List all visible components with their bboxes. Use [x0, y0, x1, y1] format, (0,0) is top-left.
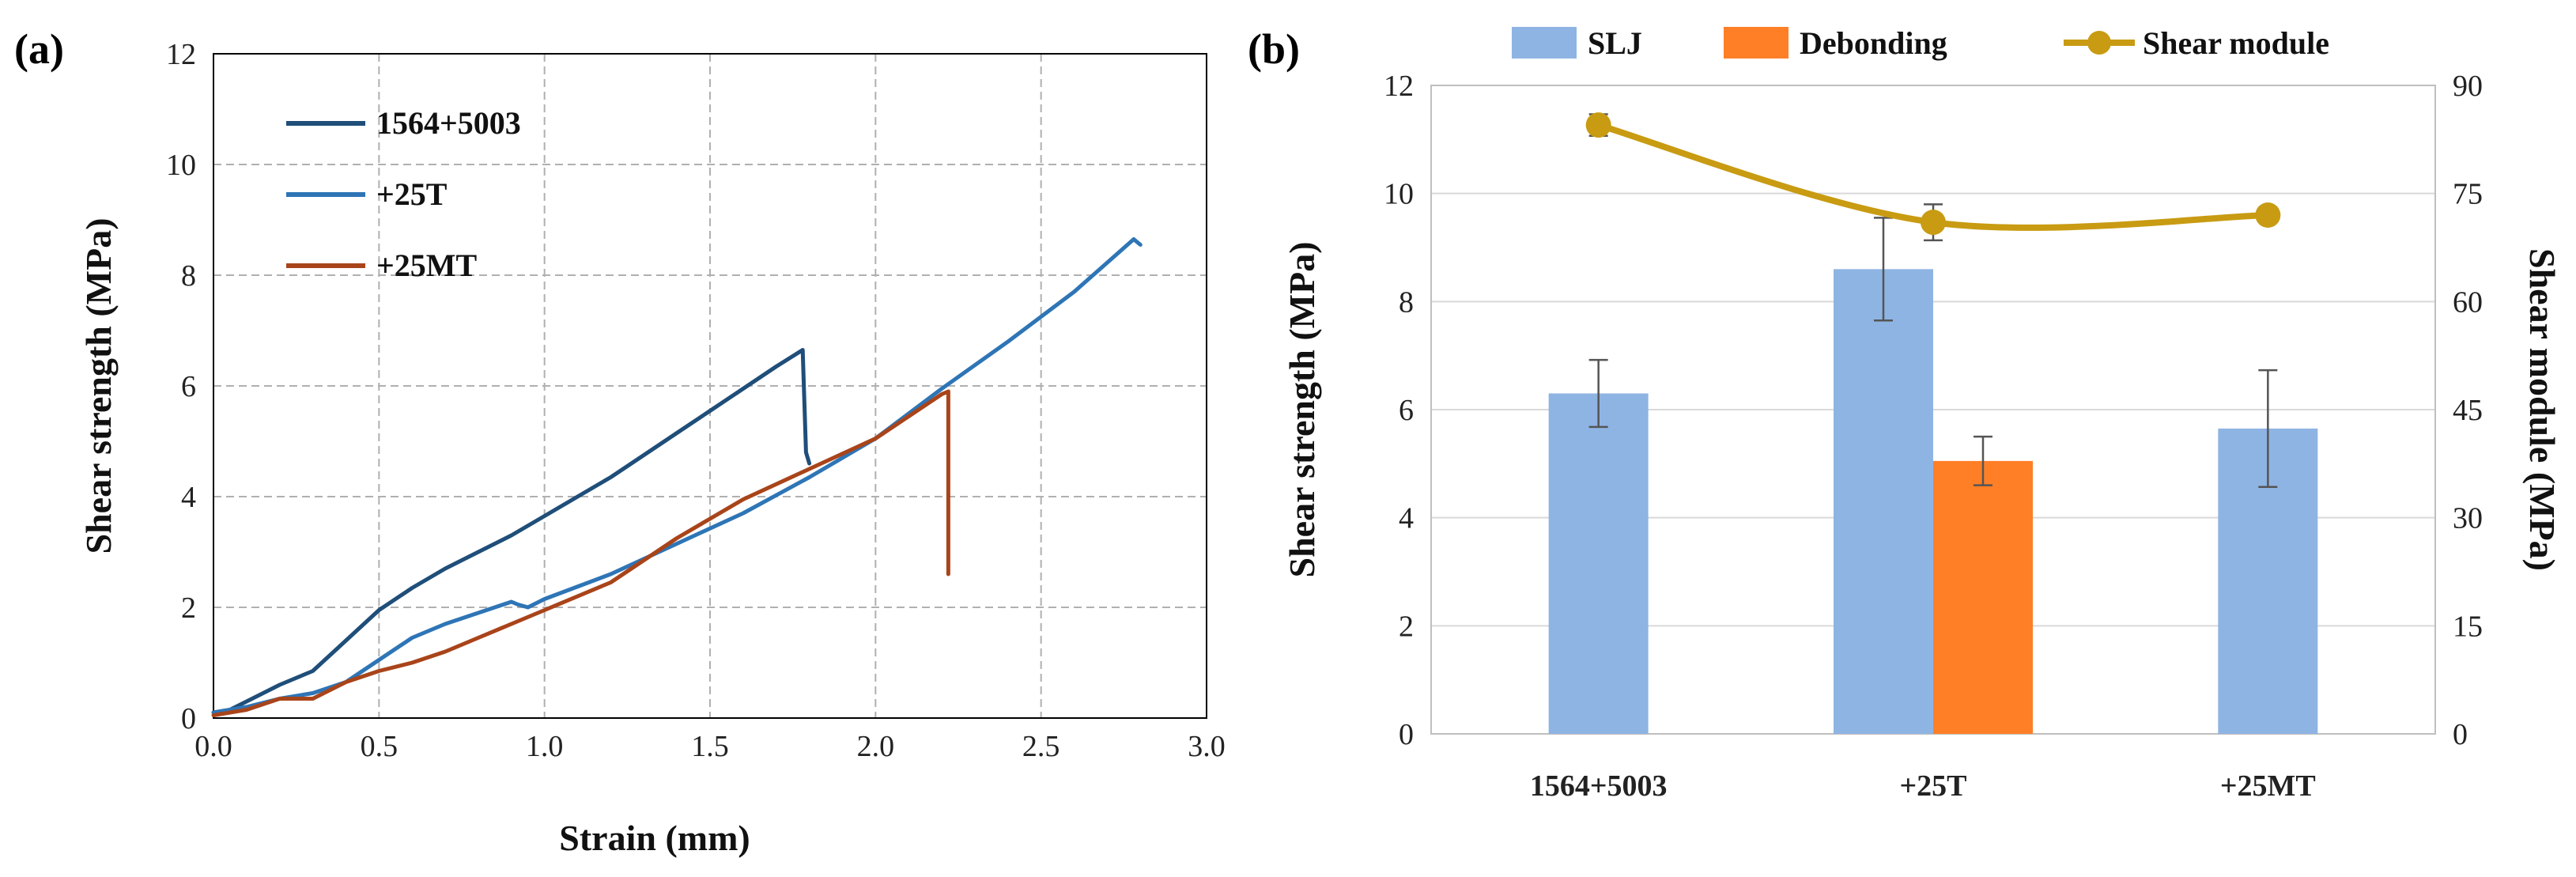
panel-b-left-y-axis-label: Shear strength (MPa) [1282, 241, 1322, 577]
b-shear-module-point-2 [2255, 202, 2281, 228]
a-y-tick-label: 4 [181, 481, 196, 514]
panel-b-right-y-ticks: 0 15 30 45 60 75 90 [2453, 70, 2483, 751]
b-right-y-tick-label: 60 [2453, 285, 2483, 319]
panel-a-y-ticks: 0 2 4 6 8 10 12 [166, 38, 196, 735]
panel-a-legend: 1564+5003 +25T +25MT [286, 105, 521, 283]
panel-b-right-y-axis-label: Shear module (MPa) [2522, 248, 2563, 571]
b-bar-slj-0 [1548, 393, 1649, 734]
b-left-y-tick-label: 8 [1399, 285, 1414, 319]
b-shear-module-point-0 [1585, 112, 1611, 138]
b-left-y-tick-label: 12 [1384, 70, 1414, 103]
a-y-tick-label: 12 [166, 38, 196, 71]
b-right-y-tick-label: 30 [2453, 502, 2483, 535]
b-bar-slj-1 [1834, 269, 1933, 734]
b-right-y-tick-label: 45 [2453, 394, 2483, 427]
a-series-line-1 [211, 237, 1143, 715]
panel-a-series-lines [211, 237, 1143, 717]
b-legend-label-shear-module: Shear module [2143, 25, 2329, 61]
b-left-y-tick-label: 2 [1399, 610, 1414, 643]
b-left-y-tick-label: 10 [1384, 178, 1414, 211]
a-series-line-2 [211, 389, 950, 717]
panel-b-bar-chart: (b) 0 2 4 6 8 10 12 0 15 30 45 60 75 90 1564+5003 +25… [1248, 25, 2563, 803]
panel-a-plot-frame [213, 53, 1207, 719]
b-category-label: +25T [1900, 769, 1967, 803]
b-legend-swatch-slj [1512, 27, 1577, 59]
b-category-label: 1564+5003 [1530, 769, 1668, 803]
b-right-y-tick-label: 90 [2453, 70, 2483, 103]
b-bar-debonding-1 [1933, 460, 2033, 734]
b-legend-label-slj: SLJ [1588, 25, 1642, 61]
a-y-tick-label: 2 [181, 592, 196, 625]
panel-b-label: (b) [1248, 25, 1300, 73]
a-y-tick-label: 6 [181, 370, 196, 403]
b-legend-swatch-marker [2087, 31, 2111, 55]
b-right-y-tick-label: 15 [2453, 610, 2483, 643]
panel-a-x-axis-label: Strain (mm) [559, 818, 750, 858]
b-right-y-tick-label: 75 [2453, 178, 2483, 211]
a-x-tick-label: 1.0 [526, 730, 564, 763]
a-legend-label-1: +25T [376, 176, 448, 212]
a-legend-label-0: 1564+5003 [376, 105, 521, 141]
a-x-tick-label: 1.5 [691, 730, 729, 763]
panel-a-grid [213, 54, 1207, 718]
a-x-tick-label: 3.0 [1188, 730, 1226, 763]
panel-b-shear-module-line [1585, 112, 2281, 236]
panel-a-y-axis-label: Shear strength (MPa) [78, 217, 119, 554]
a-y-tick-label: 10 [166, 149, 196, 182]
a-legend-label-2: +25MT [376, 248, 478, 283]
panel-a-label: (a) [14, 25, 64, 73]
panel-a-line-chart: (a) 0 2 4 6 8 10 12 0.0 0.5 1.0 1.5 2.0 2.5 3.0 1564… [14, 25, 1226, 858]
b-category-label: +25MT [2220, 769, 2316, 803]
a-y-tick-label: 0 [181, 702, 196, 735]
b-left-y-tick-label: 6 [1399, 394, 1414, 427]
panel-b-bars [1548, 269, 2318, 734]
panel-b-left-y-ticks: 0 2 4 6 8 10 12 [1384, 70, 1414, 751]
b-right-y-tick-label: 0 [2453, 718, 2468, 751]
panel-b-category-labels: 1564+5003 +25T +25MT [1530, 769, 2316, 803]
b-legend-label-debonding: Debonding [1800, 25, 1947, 61]
a-x-tick-label: 0.5 [361, 730, 398, 763]
a-series-line-0 [211, 348, 812, 715]
panel-a-x-ticks: 0.0 0.5 1.0 1.5 2.0 2.5 3.0 [195, 730, 1226, 763]
b-left-y-tick-label: 4 [1399, 502, 1414, 535]
a-x-tick-label: 2.5 [1022, 730, 1060, 763]
b-left-y-tick-label: 0 [1399, 718, 1414, 751]
b-legend-swatch-debonding [1724, 27, 1788, 59]
a-y-tick-label: 8 [181, 259, 196, 293]
a-x-tick-label: 0.0 [195, 730, 232, 763]
a-x-tick-label: 2.0 [857, 730, 895, 763]
b-shear-module-point-1 [1921, 210, 1946, 236]
panel-b-legend: SLJ Debonding Shear module [1512, 25, 2329, 61]
